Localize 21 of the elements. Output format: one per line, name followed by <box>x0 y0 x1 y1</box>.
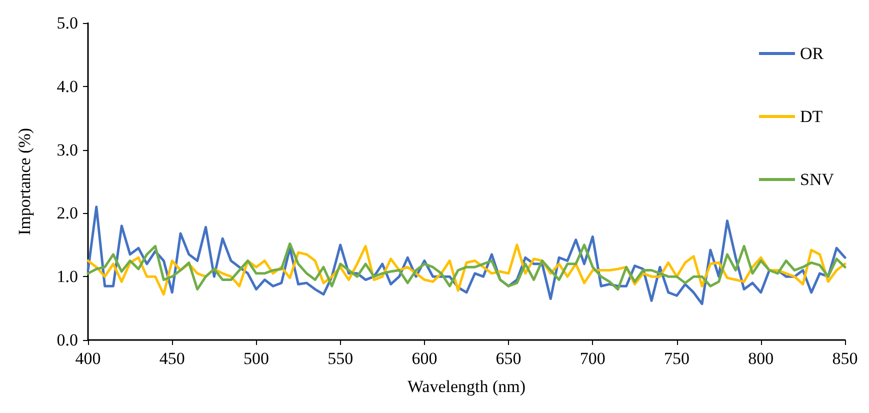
x-tick-label: 450 <box>159 349 185 368</box>
y-tick-label: 1.0 <box>56 267 78 286</box>
x-tick-label: 500 <box>243 349 269 368</box>
x-axis-title: Wavelength (nm) <box>407 377 526 396</box>
legend-label: SNV <box>800 170 835 189</box>
x-tick-label: 650 <box>496 349 522 368</box>
y-tick-label: 5.0 <box>56 14 78 32</box>
y-tick-label: 2.0 <box>56 204 78 223</box>
y-tick-label: 4.0 <box>56 76 78 96</box>
x-tick-label: 750 <box>664 349 690 368</box>
x-tick-label: 700 <box>580 349 606 368</box>
x-tick-label: 600 <box>412 349 438 368</box>
x-tick-label: 550 <box>328 349 354 368</box>
legend-label: OR <box>800 44 824 63</box>
x-tick-label: 800 <box>748 349 774 368</box>
x-tick-label: 850 <box>832 349 858 368</box>
legend-label: DT <box>800 107 824 126</box>
y-tick-label: 0.0 <box>56 330 78 350</box>
y-axis-title: Importance (%) <box>15 128 34 236</box>
x-tick-label: 400 <box>75 349 101 368</box>
y-tick-label: 3.0 <box>56 140 78 160</box>
